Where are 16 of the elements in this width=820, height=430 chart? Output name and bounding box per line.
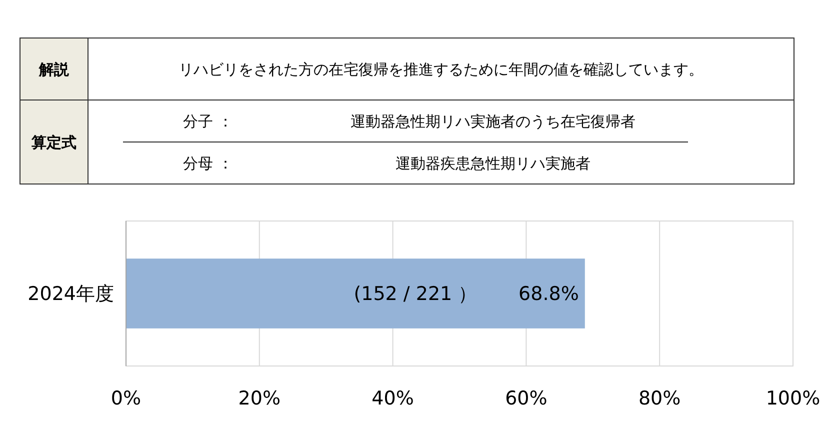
text: 運動器急性期リハ実施者のうち在宅復帰者 [350, 112, 636, 130]
data-label: 68.8% [518, 283, 579, 306]
x-tick-label: 100% [766, 388, 820, 410]
annotation: (152 / 221 ） [354, 283, 478, 306]
text: 解説 [38, 60, 70, 78]
text: リハビリをされた方の在宅復帰を推進するために年間の値を確認しています。 [178, 60, 704, 78]
text: 分母 ： [183, 154, 233, 172]
text: 運動器疾患急性期リハ実施者 [396, 154, 590, 172]
x-tick-label: 20% [238, 388, 281, 410]
text: 分子 ： [183, 112, 233, 130]
x-tick-label: 80% [638, 388, 681, 410]
x-tick-label: 60% [505, 388, 548, 410]
x-tick-label: 40% [372, 388, 414, 410]
x-tick-label: 0% [110, 388, 142, 410]
text: 算定式 [30, 133, 76, 152]
y-tick-label: 2024年度 [28, 283, 114, 306]
